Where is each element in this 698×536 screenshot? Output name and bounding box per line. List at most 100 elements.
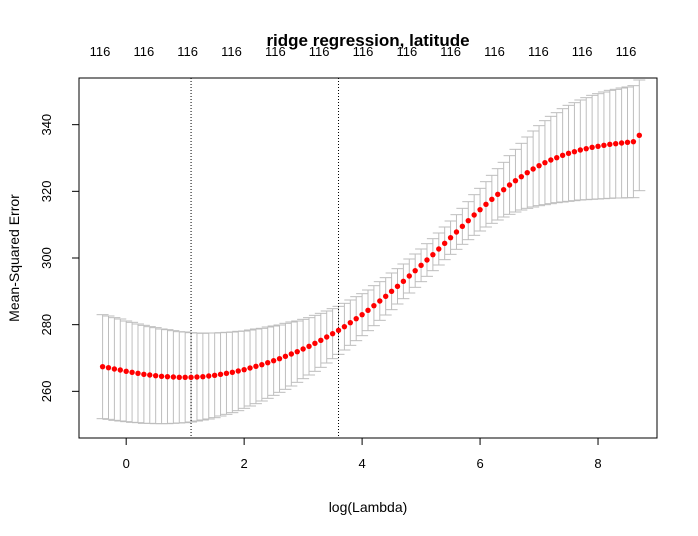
data-point	[265, 359, 271, 366]
data-point	[613, 140, 619, 147]
top-axis-label: 116	[133, 44, 154, 59]
x-axis-label: log(Lambda)	[329, 499, 408, 515]
data-point	[300, 346, 306, 352]
data-point	[465, 217, 471, 224]
data-point	[536, 162, 542, 169]
x-tick-label: 4	[358, 456, 365, 471]
y-axis: 260 280 300 320 340	[39, 114, 80, 402]
data-point	[548, 157, 554, 163]
data-point	[624, 139, 631, 146]
data-point	[430, 251, 436, 258]
reference-lines	[190, 78, 340, 438]
data-point	[424, 257, 430, 263]
data-point	[571, 148, 578, 155]
data-point	[135, 370, 141, 377]
data-point	[194, 374, 200, 380]
top-axis-label: 116	[396, 44, 417, 59]
data-point	[382, 293, 389, 300]
data-point	[170, 374, 177, 380]
error-bars	[96, 79, 646, 425]
data-point	[158, 373, 165, 380]
top-axis-label: 116	[177, 44, 198, 59]
data-point	[512, 177, 519, 184]
data-point	[294, 348, 300, 355]
data-point	[636, 132, 643, 139]
data-point	[436, 246, 442, 252]
data-point	[129, 369, 135, 376]
data-point	[288, 351, 295, 357]
data-point	[359, 311, 365, 318]
x-tick-label: 6	[476, 456, 483, 471]
data-point	[111, 366, 118, 372]
data-point	[324, 334, 330, 340]
y-tick-label: 340	[39, 114, 54, 136]
data-point	[176, 374, 182, 381]
top-axis-label: 116	[221, 44, 242, 59]
data-point	[471, 212, 477, 218]
data-point	[353, 315, 359, 322]
data-point	[589, 144, 595, 151]
data-point	[223, 370, 230, 377]
data-point	[164, 373, 171, 380]
data-point	[306, 343, 312, 350]
top-axis-label: 116	[309, 44, 330, 59]
data-point	[377, 298, 383, 304]
data-point	[412, 267, 418, 274]
data-point	[565, 150, 572, 157]
data-point	[282, 353, 289, 360]
data-point	[253, 363, 259, 370]
data-point	[200, 373, 206, 380]
y-tick-label: 320	[39, 180, 54, 202]
top-axis-label: 116	[484, 44, 505, 59]
data-point	[441, 240, 448, 247]
data-point	[329, 330, 336, 337]
data-point	[206, 373, 212, 379]
data-point	[418, 262, 424, 269]
data-point	[530, 166, 536, 172]
data-point	[506, 182, 513, 188]
data-point	[312, 340, 318, 347]
y-tick-label: 300	[39, 247, 54, 269]
data-point	[211, 372, 218, 379]
data-point	[276, 355, 283, 362]
y-tick-label: 280	[39, 314, 54, 336]
data-point	[554, 154, 560, 161]
data-point	[394, 283, 401, 290]
data-point	[388, 288, 395, 295]
data-point	[583, 145, 589, 152]
data-point	[595, 143, 601, 150]
x-tick-label: 2	[241, 456, 248, 471]
data-point	[365, 307, 371, 314]
data-point	[542, 159, 548, 166]
x-tick-label: 0	[123, 456, 130, 471]
data-point	[259, 361, 265, 368]
data-point	[247, 365, 253, 371]
data-point	[152, 372, 159, 379]
x-axis: 0 2 4 6 8	[123, 437, 602, 471]
data-point	[601, 142, 607, 149]
data-point	[483, 201, 489, 208]
data-point	[607, 141, 613, 148]
data-point	[188, 374, 194, 381]
data-point	[577, 147, 584, 153]
data-point	[495, 191, 501, 198]
data-point	[453, 229, 460, 235]
data-point	[447, 234, 454, 241]
data-point	[347, 319, 354, 326]
data-point	[406, 273, 412, 279]
top-axis-label: 116	[353, 44, 374, 59]
data-point	[489, 196, 495, 203]
top-axis-label: 116	[440, 44, 461, 59]
data-point	[182, 374, 188, 381]
data-point	[524, 169, 530, 176]
data-point	[371, 302, 377, 309]
data-point	[217, 371, 224, 378]
data-point	[618, 140, 625, 146]
data-point	[141, 371, 147, 378]
data-point	[99, 363, 106, 370]
x-tick-label: 8	[594, 456, 601, 471]
y-tick-label: 260	[39, 380, 54, 402]
data-point	[477, 206, 483, 213]
